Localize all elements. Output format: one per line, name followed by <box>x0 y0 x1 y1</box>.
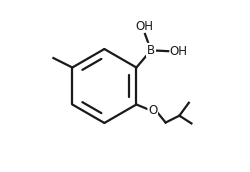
Text: B: B <box>147 44 155 57</box>
Text: OH: OH <box>135 20 153 33</box>
Text: O: O <box>148 104 157 117</box>
Text: OH: OH <box>169 45 187 58</box>
